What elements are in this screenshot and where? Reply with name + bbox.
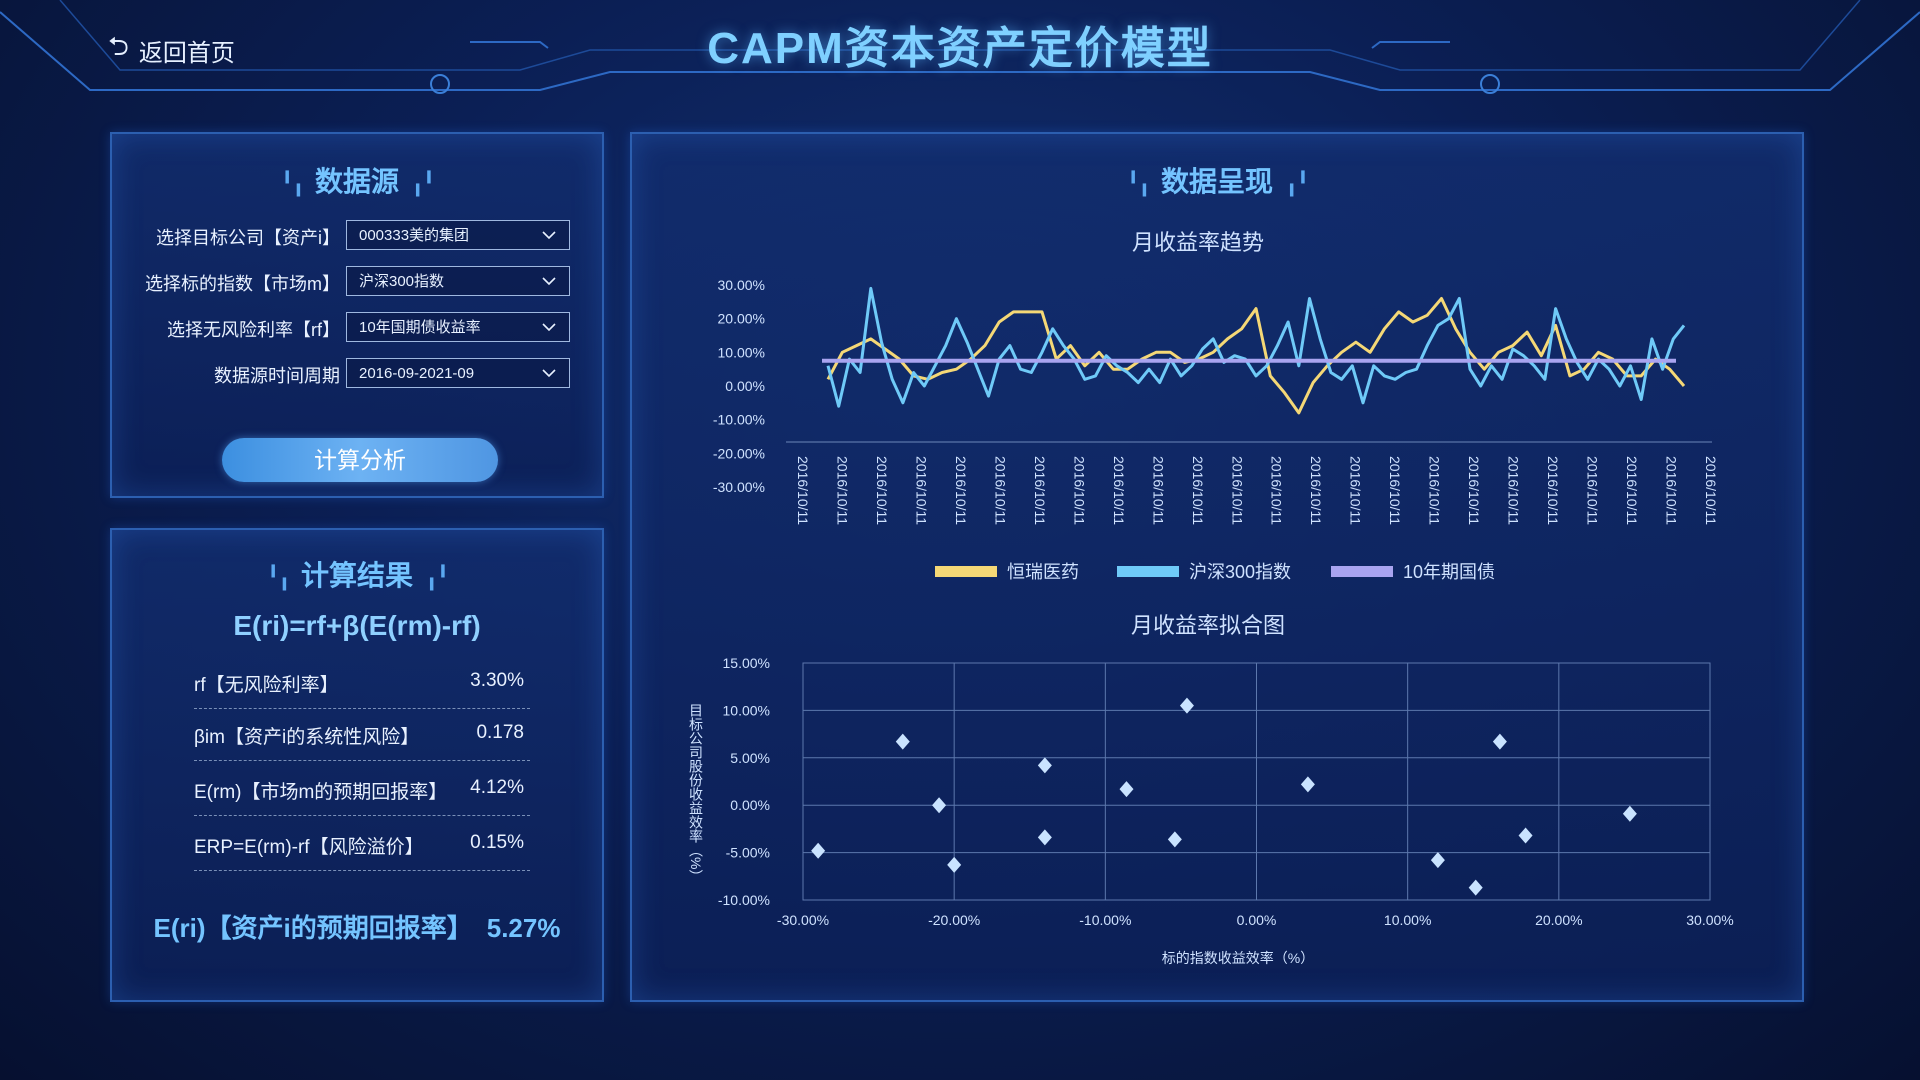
select-value: 沪深300指数 bbox=[359, 273, 445, 290]
company-select[interactable]: 000333美的集团 bbox=[346, 220, 570, 250]
field-label: 数据源时间周期 bbox=[214, 366, 340, 386]
result-label: rf【无风险利率】 bbox=[194, 675, 339, 696]
form-row-index: 选择标的指数【市场m】 沪深300指数 bbox=[112, 266, 602, 298]
form-row-period: 数据源时间周期 2016-09-2021-09 bbox=[112, 358, 602, 390]
period-select[interactable]: 2016-09-2021-09 bbox=[346, 358, 570, 388]
select-value: 2016-09-2021-09 bbox=[359, 365, 475, 382]
title-deco-left-icon: ╹╻ bbox=[1126, 171, 1150, 196]
result-value: 4.12% bbox=[470, 777, 524, 798]
result-value: 0.178 bbox=[476, 722, 524, 743]
title-deco-right-icon: ╻╹ bbox=[425, 565, 449, 590]
results-panel: ╹╻ 计算结果 ╻╹ E(ri)=rf+β(E(rm)-rf) rf【无风险利率】 … bbox=[110, 528, 604, 1002]
field-label: 选择无风险利率【rf】 bbox=[167, 320, 340, 340]
result-row-erp: ERP=E(rm)-rf【风险溢价】 0.15% bbox=[194, 818, 530, 871]
result-row-beta: βim【资产i的系统性风险】 0.178 bbox=[194, 708, 530, 761]
chevron-down-icon bbox=[542, 277, 556, 286]
result-label: ERP=E(rm)-rf【风险溢价】 bbox=[194, 837, 424, 858]
header-frame bbox=[0, 0, 1920, 94]
back-arrow-icon: ⮌ bbox=[108, 31, 129, 61]
calculate-button[interactable]: 计算分析 bbox=[222, 438, 498, 482]
data-source-title: ╹╻ 数据源 ╻╹ bbox=[280, 166, 435, 197]
expected-return-result: E(ri)【资产i的预期回报率】 5.27% bbox=[112, 908, 602, 945]
expected-return-label: E(ri)【资产i的预期回报率】 bbox=[153, 913, 473, 943]
result-value: 3.30% bbox=[470, 670, 524, 691]
index-select[interactable]: 沪深300指数 bbox=[346, 266, 570, 296]
field-label: 选择目标公司【资产i】 bbox=[156, 228, 340, 248]
select-value: 000333美的集团 bbox=[359, 227, 470, 244]
capm-formula: E(ri)=rf+β(E(rm)-rf) bbox=[233, 610, 481, 641]
page-title: CAPM资本资产定价模型 bbox=[707, 24, 1213, 73]
presentation-title: ╹╻ 数据呈现 ╻╹ bbox=[1126, 166, 1309, 197]
result-value: 0.15% bbox=[470, 832, 524, 853]
chevron-down-icon bbox=[542, 369, 556, 378]
chevron-down-icon bbox=[542, 323, 556, 332]
form-row-company: 选择目标公司【资产i】 000333美的集团 bbox=[112, 220, 602, 252]
presentation-panel: ╹╻ 数据呈现 ╻╹ bbox=[630, 132, 1804, 1002]
result-label: βim【资产i的系统性风险】 bbox=[194, 727, 420, 748]
data-source-panel: ╹╻ 数据源 ╻╹ 选择目标公司【资产i】 000333美的集团 选择标的指数【市场… bbox=[110, 132, 604, 498]
riskfree-select[interactable]: 10年国期债收益率 bbox=[346, 312, 570, 342]
title-deco-left-icon: ╹╻ bbox=[266, 565, 290, 590]
title-deco-right-icon: ╻╹ bbox=[1285, 171, 1309, 196]
title-deco-right-icon: ╻╹ bbox=[411, 171, 435, 196]
back-home-label: 返回首页 bbox=[138, 39, 235, 67]
title-deco-left-icon: ╹╻ bbox=[280, 171, 304, 196]
result-label: E(rm)【市场m的预期回报率】 bbox=[194, 782, 448, 803]
result-row-erm: E(rm)【市场m的预期回报率】 4.12% bbox=[194, 763, 530, 816]
chevron-down-icon bbox=[542, 231, 556, 240]
expected-return-value: 5.27% bbox=[486, 913, 561, 943]
select-value: 10年国期债收益率 bbox=[359, 319, 481, 336]
back-home-button[interactable]: ⮌ 返回首页 bbox=[108, 28, 235, 72]
form-row-riskfree: 选择无风险利率【rf】 10年国期债收益率 bbox=[112, 312, 602, 344]
results-title: ╹╻ 计算结果 ╻╹ bbox=[266, 560, 449, 591]
result-row-rf: rf【无风险利率】 3.30% bbox=[194, 656, 530, 709]
field-label: 选择标的指数【市场m】 bbox=[145, 274, 340, 294]
